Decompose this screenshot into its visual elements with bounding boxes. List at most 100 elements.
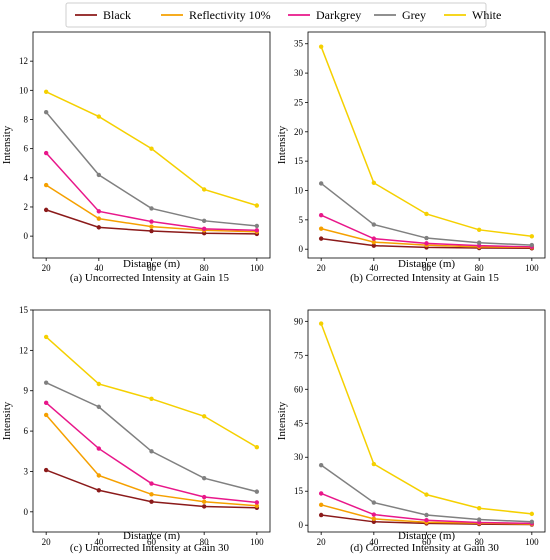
chart-panel: 20 40 60 80 100 0 2 4 6 8 10 12 Distance (m) Intensit… (1, 31, 271, 284)
x-tick-label: 60 (147, 263, 157, 273)
data-point (149, 499, 154, 504)
x-tick-label: 60 (422, 537, 432, 547)
data-point (254, 223, 260, 229)
panel-caption: (a) Uncorrected Intensity at Gain 15 (70, 272, 230, 284)
x-tick-label: 80 (200, 263, 210, 273)
x-tick-label: 40 (94, 537, 104, 547)
data-point (371, 461, 377, 467)
y-tick-label: 15 (294, 486, 304, 496)
legend-label: Black (103, 8, 131, 22)
data-point (476, 240, 482, 245)
x-tick-label: 100 (250, 537, 264, 547)
data-point (96, 209, 102, 214)
data-point (149, 449, 154, 454)
data-point (254, 503, 260, 508)
y-tick-label: 30 (294, 68, 304, 78)
data-point (43, 467, 49, 473)
data-point (424, 492, 429, 497)
x-tick-label: 100 (250, 263, 264, 273)
data-point (149, 228, 154, 234)
plot-area (32, 309, 271, 533)
x-axis-label: Distance (m) (123, 530, 180, 542)
data-point (201, 414, 207, 419)
series-line (45, 152, 257, 232)
data-point (149, 481, 154, 486)
x-tick-label: 80 (475, 263, 485, 273)
data-point (43, 400, 49, 406)
y-tick-label: 0 (24, 231, 29, 241)
x-tick-label: 20 (42, 537, 52, 547)
data-point (43, 89, 49, 94)
legend-label: Reflectivity 10% (189, 8, 271, 22)
x-tick-label: 40 (94, 263, 104, 273)
x-tick-label: 60 (147, 537, 157, 547)
x-tick-label: 60 (422, 263, 432, 273)
data-point (371, 236, 377, 241)
legend-label: Darkgrey (316, 8, 361, 22)
y-tick-label: 6 (24, 144, 29, 154)
y-tick-label: 6 (24, 426, 29, 436)
data-point (149, 224, 154, 229)
chart-panel: 20 40 60 80 100 0 3 6 9 12 15 Distance (m) Intensity… (1, 305, 271, 554)
x-tick-label: 20 (317, 263, 327, 273)
x-tick-label: 40 (369, 263, 379, 273)
data-point (318, 226, 324, 231)
data-point (43, 412, 49, 418)
data-point (149, 396, 154, 401)
data-point (476, 227, 482, 233)
data-point (318, 512, 324, 518)
data-point (318, 212, 324, 218)
x-tick-label: 20 (317, 537, 327, 547)
y-tick-label: 0 (299, 244, 304, 254)
data-point (318, 491, 324, 496)
x-tick-label: 80 (200, 537, 210, 547)
data-point (43, 334, 49, 340)
data-point (201, 187, 207, 192)
data-point (318, 44, 324, 49)
x-tick-label: 100 (525, 263, 539, 273)
data-point (254, 489, 260, 494)
legend-label: White (472, 8, 501, 22)
data-point (529, 234, 535, 239)
data-point (201, 494, 207, 500)
y-axis-label: Intensity (1, 125, 13, 164)
legend-label: Grey (402, 8, 426, 22)
y-tick-label: 10 (294, 185, 304, 195)
data-point (43, 150, 49, 156)
y-tick-label: 0 (299, 520, 304, 530)
data-point (424, 211, 429, 217)
y-tick-label: 10 (19, 85, 29, 95)
data-point (371, 222, 377, 227)
data-point (96, 404, 102, 410)
panel-caption: (b) Corrected Intensity at Gain 15 (350, 272, 499, 284)
y-tick-label: 2 (24, 202, 29, 212)
data-point (43, 380, 49, 385)
y-tick-label: 15 (19, 305, 29, 315)
data-point (254, 500, 260, 505)
panel-caption: (d) Corrected Intensity at Gain 30 (350, 542, 499, 554)
y-tick-label: 5 (299, 215, 304, 225)
data-point (254, 228, 260, 233)
data-point (254, 203, 260, 208)
chart-panel: 20 40 60 80 100 0 15 30 45 60 75 90 Distance (m) Inte… (276, 309, 546, 554)
legend: Black Reflectivity 10% Darkgrey Grey White (65, 2, 501, 28)
y-tick-label: 15 (294, 156, 304, 166)
data-point (318, 502, 324, 508)
data-point (318, 181, 324, 186)
data-point (371, 500, 377, 505)
data-point (529, 242, 535, 248)
data-point (96, 488, 102, 493)
data-point (201, 218, 207, 224)
data-point (43, 207, 49, 213)
x-axis-label: Distance (m) (123, 258, 180, 270)
y-tick-label: 90 (294, 316, 304, 326)
data-point (201, 504, 207, 509)
data-point (318, 321, 324, 326)
x-tick-label: 40 (369, 537, 379, 547)
plot-area (307, 309, 546, 533)
y-axis-label: Intensity (1, 401, 13, 440)
y-tick-label: 25 (294, 97, 304, 107)
plot-area (307, 31, 546, 259)
data-point (424, 512, 429, 518)
